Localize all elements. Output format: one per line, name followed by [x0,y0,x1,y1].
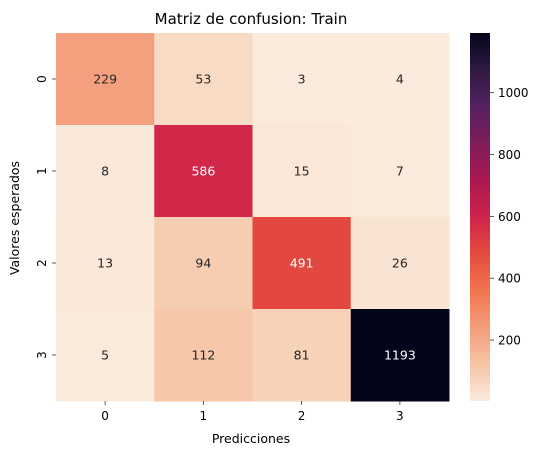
colorbar-tick-label: 200 [498,334,521,348]
colorbar-tick-label: 600 [498,210,521,224]
heatmap-cells [56,33,450,402]
cell-value-label: 5 [101,348,109,363]
y-axis-label: Valores esperados [7,161,22,275]
heatmap-cell [252,33,352,126]
y-tick-label: 0 [35,75,49,83]
y-tick-label: 1 [35,167,49,175]
heatmap-cell [350,33,450,126]
colorbar-tick-label: 800 [498,148,521,162]
heatmap-cell [252,217,352,310]
x-tick-label: 1 [200,409,208,423]
cell-value-label: 15 [294,164,310,179]
cell-value-label: 94 [195,256,211,271]
heatmap-cell [56,309,155,402]
cell-value-label: 586 [191,164,215,179]
heatmap-cell [154,125,253,218]
colorbar [470,33,490,401]
cell-value-label: 112 [191,348,215,363]
heatmap-cell [154,309,253,402]
x-tick-label: 2 [298,409,306,423]
colorbar-tick-label: 400 [498,272,521,286]
cell-value-label: 53 [195,72,211,87]
cell-value-label: 491 [290,256,314,271]
heatmap-cell [350,125,450,218]
x-tick-label: 0 [101,409,109,423]
x-tick-label: 3 [396,409,404,423]
cell-value-label: 7 [396,164,404,179]
heatmap-cell [56,217,155,310]
cell-value-label: 13 [97,256,113,271]
heatmap-cell [252,125,352,218]
y-axis-ticks: 0 1 2 3 [35,75,56,359]
heatmap-cell [350,217,450,310]
heatmap-cell [56,125,155,218]
heatmap-cell [252,309,352,402]
x-axis-label: Predicciones [212,431,290,446]
heatmap-cell [154,33,253,126]
y-tick-label: 2 [35,259,49,267]
colorbar-ticks: 200 400 600 800 1000 [490,86,529,348]
cell-value-label: 8 [101,164,109,179]
heatmap-cell [350,309,450,402]
cell-value-label: 3 [298,72,306,87]
cell-value-label: 1193 [384,348,416,363]
cell-value-label: 26 [392,256,408,271]
cell-value-label: 4 [396,72,404,87]
heatmap-cell [56,33,155,126]
heatmap-cell-labels: 229 53 3 4 8 586 15 7 13 94 491 26 5 112 81 1193 [93,72,416,363]
chart-title: Matriz de confusion: Train [155,10,348,28]
heatmap-cell [154,217,253,310]
x-axis-ticks: 0 1 2 3 [101,401,404,423]
colorbar-tick-label: 1000 [498,86,529,100]
y-tick-label: 3 [35,351,49,359]
cell-value-label: 81 [294,348,310,363]
cell-value-label: 229 [93,72,117,87]
